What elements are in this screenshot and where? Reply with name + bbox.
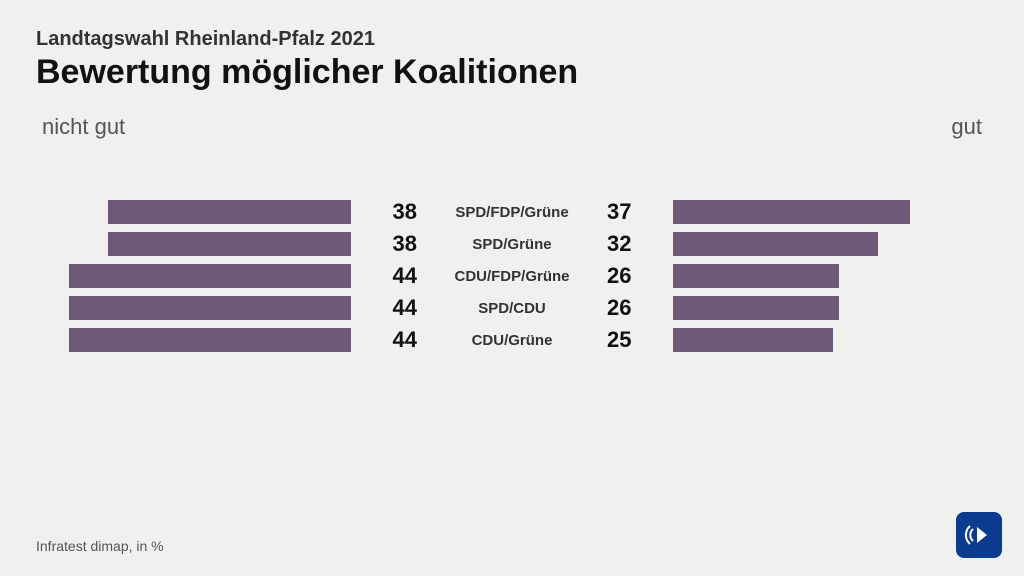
bar-left [108, 200, 351, 224]
value-left: 38 [361, 199, 417, 225]
bar-right [673, 264, 839, 288]
ard-logo-icon [964, 520, 994, 550]
bar-left-wrap [36, 328, 351, 352]
axis-left-label: nicht gut [42, 114, 125, 140]
category-label: SPD/CDU [427, 300, 597, 317]
value-left: 38 [361, 231, 417, 257]
bar-right [673, 328, 833, 352]
page-title: Bewertung möglicher Koalitionen [36, 53, 988, 92]
page-subtitle: Landtagswahl Rheinland-Pfalz 2021 [36, 28, 988, 51]
bar-right-wrap [673, 232, 988, 256]
bar-left [69, 328, 351, 352]
chart-row: 44 CDU/FDP/Grüne 26 [36, 262, 988, 290]
bar-right [673, 296, 839, 320]
category-label: CDU/FDP/Grüne [427, 268, 597, 285]
value-right: 26 [607, 295, 663, 321]
bar-left [108, 232, 351, 256]
bar-left-wrap [36, 232, 351, 256]
chart-row: 44 SPD/CDU 26 [36, 294, 988, 322]
axis-labels: nicht gut gut [36, 114, 988, 140]
bar-left [69, 264, 351, 288]
value-right: 25 [607, 327, 663, 353]
source-text: Infratest dimap, in % [36, 538, 164, 554]
chart-row: 38 SPD/FDP/Grüne 37 [36, 198, 988, 226]
chart-row: 44 CDU/Grüne 25 [36, 326, 988, 354]
value-left: 44 [361, 327, 417, 353]
bar-left [69, 296, 351, 320]
category-label: CDU/Grüne [427, 332, 597, 349]
coalition-chart: 38 SPD/FDP/Grüne 37 38 SPD/Grüne 32 44 CDU/FDP/… [36, 198, 988, 354]
category-label: SPD/Grüne [427, 236, 597, 253]
chart-row: 38 SPD/Grüne 32 [36, 230, 988, 258]
value-right: 32 [607, 231, 663, 257]
bar-left-wrap [36, 296, 351, 320]
axis-right-label: gut [951, 114, 982, 140]
bar-right-wrap [673, 328, 988, 352]
bar-right-wrap [673, 296, 988, 320]
bar-right [673, 200, 910, 224]
bar-right-wrap [673, 200, 988, 224]
category-label: SPD/FDP/Grüne [427, 204, 597, 221]
bar-right [673, 232, 878, 256]
value-left: 44 [361, 295, 417, 321]
bar-left-wrap [36, 264, 351, 288]
bar-left-wrap [36, 200, 351, 224]
value-left: 44 [361, 263, 417, 289]
value-right: 37 [607, 199, 663, 225]
broadcaster-logo [956, 512, 1002, 558]
bar-right-wrap [673, 264, 988, 288]
value-right: 26 [607, 263, 663, 289]
